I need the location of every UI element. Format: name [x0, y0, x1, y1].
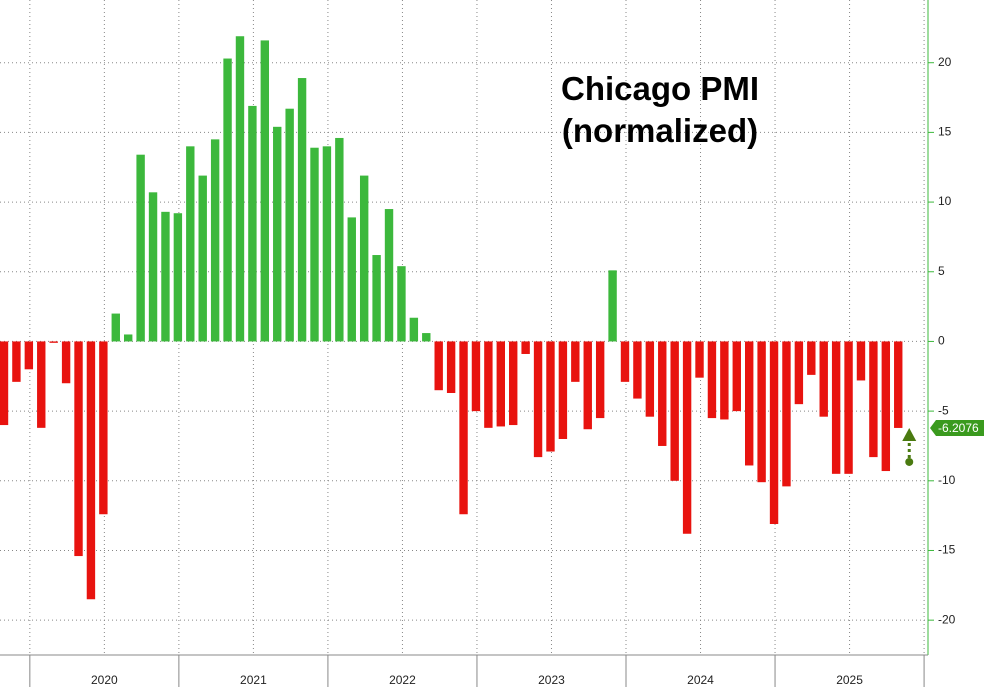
annotation-dot	[905, 457, 914, 466]
bar	[583, 341, 592, 430]
bar	[297, 78, 307, 342]
last-value-tag	[930, 419, 984, 436]
bar	[434, 341, 443, 391]
y-tick-label: 15	[938, 125, 952, 139]
bar	[794, 341, 804, 405]
bar	[99, 341, 108, 515]
x-label: 2023	[538, 673, 565, 687]
bar	[136, 154, 145, 342]
bar	[633, 341, 642, 399]
bar	[210, 139, 220, 342]
bar	[856, 341, 866, 381]
y-tick-label: -15	[938, 543, 956, 557]
bar	[61, 341, 71, 384]
bar	[260, 40, 270, 342]
x-label: 2021	[240, 673, 267, 687]
bar	[546, 341, 555, 452]
bar	[595, 341, 605, 419]
bar	[248, 105, 257, 342]
bar	[720, 341, 729, 420]
bar	[198, 175, 207, 342]
bar	[707, 341, 717, 419]
bar	[359, 175, 369, 342]
bar	[148, 192, 158, 342]
x-label: 2020	[91, 673, 118, 687]
bar	[0, 341, 9, 426]
y-tick-label: -5	[938, 403, 949, 417]
bar	[782, 341, 791, 487]
bar	[769, 341, 779, 524]
bar	[384, 209, 394, 342]
bar	[24, 341, 34, 370]
bar	[732, 341, 741, 412]
bar	[484, 341, 493, 428]
bar	[273, 126, 282, 342]
bar	[745, 341, 754, 466]
bar	[235, 36, 245, 342]
bar	[881, 341, 891, 472]
bar	[658, 341, 667, 446]
y-tick-label: -20	[938, 612, 956, 626]
bar	[310, 147, 319, 342]
bar	[509, 341, 518, 426]
y-tick-label: -10	[938, 473, 956, 487]
bar	[446, 341, 456, 393]
bar	[347, 217, 356, 342]
bar	[186, 146, 195, 342]
x-label: 2024	[687, 673, 714, 687]
bar	[682, 341, 692, 534]
bar	[695, 341, 704, 378]
bar	[86, 341, 96, 600]
x-label: 2022	[389, 673, 416, 687]
bar	[459, 341, 468, 515]
bar	[12, 341, 21, 382]
bar	[372, 255, 381, 342]
bar	[124, 334, 133, 342]
bar	[422, 333, 431, 342]
annotation-arrowhead	[902, 427, 917, 441]
bar	[757, 341, 766, 483]
bar	[533, 341, 543, 458]
bar	[161, 211, 170, 342]
y-tick-label: 0	[938, 334, 945, 348]
bar	[521, 341, 530, 354]
bar	[807, 341, 816, 375]
bar	[471, 341, 481, 412]
bar	[111, 313, 120, 342]
chart-title: Chicago PMI (normalized)	[560, 70, 760, 149]
bar	[409, 317, 419, 342]
bar	[819, 341, 828, 417]
x-label: 2025	[836, 673, 863, 687]
bar	[397, 266, 406, 342]
bar	[670, 341, 679, 481]
bar	[335, 137, 344, 342]
bar	[831, 341, 841, 474]
bar	[223, 58, 232, 342]
bar	[173, 213, 183, 342]
bar	[285, 108, 294, 342]
bar	[74, 341, 83, 557]
y-tick-label: 10	[938, 194, 952, 208]
bar	[869, 341, 878, 458]
bar	[49, 341, 58, 343]
bar	[894, 341, 903, 428]
bar	[844, 341, 853, 474]
bar	[558, 341, 568, 439]
bar	[620, 341, 630, 382]
last-value-label: -6.2076	[938, 421, 979, 435]
bar	[571, 341, 580, 382]
bar	[645, 341, 655, 417]
bar	[322, 146, 332, 342]
bar	[496, 341, 505, 427]
y-tick-label: 5	[938, 264, 945, 278]
bar	[608, 270, 617, 342]
y-tick-label: 20	[938, 55, 952, 69]
bar	[37, 341, 46, 428]
